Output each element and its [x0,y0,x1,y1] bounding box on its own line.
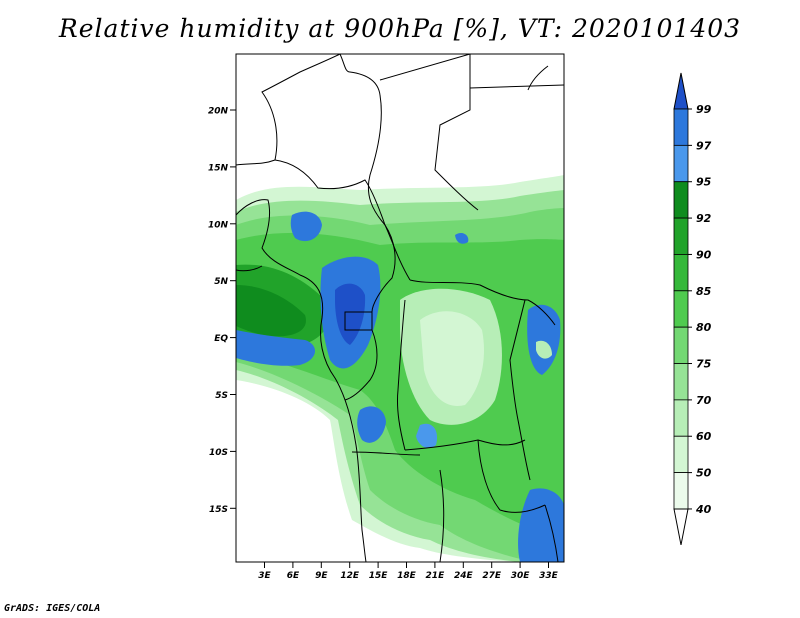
latitude-axis: 20N 15N 10N 5N EQ 5S 10S 15S [208,107,236,515]
colorbar-segment [673,290,689,328]
colorbar-label: 50 [696,467,712,480]
lat-tick-label: 5N [214,277,228,287]
colorbar-label: 80 [696,321,712,334]
lon-tick-label: 12E [340,571,360,581]
longitude-axis: 3E 6E 9E 12E 15E 18E 21E 24E 27E 30E 33E [258,562,559,581]
colorbar-segment [673,217,689,255]
lon-tick-label: 9E [315,571,328,581]
colorbar: 99 97 95 92 90 85 80 75 70 60 50 40 [673,72,712,546]
colorbar-label: 97 [696,139,712,152]
humidity-field [236,54,564,562]
lat-tick-label: EQ [214,334,228,344]
lon-tick-label: 27E [482,571,502,581]
lat-tick-label: 15S [209,505,228,515]
map-frame [235,53,565,563]
colorbar-label: 92 [696,212,712,225]
colorbar-segment [673,399,689,437]
colorbar-label: 90 [696,248,712,261]
lon-tick-label: 3E [258,571,271,581]
colorbar-segment-bottom [673,508,689,546]
lat-tick-label: 5S [215,391,228,401]
lon-tick-label: 6E [287,571,300,581]
colorbar-segment [673,144,689,183]
colorbar-segment-top [673,72,689,110]
colorbar-segment [673,363,689,401]
lon-tick-label: 21E [426,571,446,581]
lon-tick-label: 33E [539,571,559,581]
lat-tick-label: 10S [209,448,228,458]
colorbar-label: 75 [696,358,712,371]
lat-tick-label: 10N [208,220,229,230]
colorbar-label: 85 [696,285,712,298]
colorbar-segment [673,326,689,364]
lat-tick-label: 20N [208,107,229,117]
colorbar-segment [673,254,689,292]
colorbar-label: 70 [696,394,712,407]
map-title: Relative humidity at 900hPa [%], VT: 202… [58,14,742,43]
lon-tick-label: 30E [511,571,531,581]
credit-label: GrADS: IGES/COLA [4,603,101,614]
lon-tick-label: 24E [454,571,474,581]
lon-tick-label: 15E [369,571,389,581]
colorbar-segment [673,181,689,219]
colorbar-segment [673,472,689,510]
country-borders [236,54,564,562]
colorbar-segment [673,435,689,473]
colorbar-label: 99 [696,103,712,116]
colorbar-label: 40 [695,503,712,516]
colorbar-segment [673,108,689,146]
colorbar-label: 60 [696,430,712,443]
lon-tick-label: 18E [397,571,417,581]
lat-tick-label: 15N [208,163,229,173]
colorbar-label: 95 [696,176,712,189]
